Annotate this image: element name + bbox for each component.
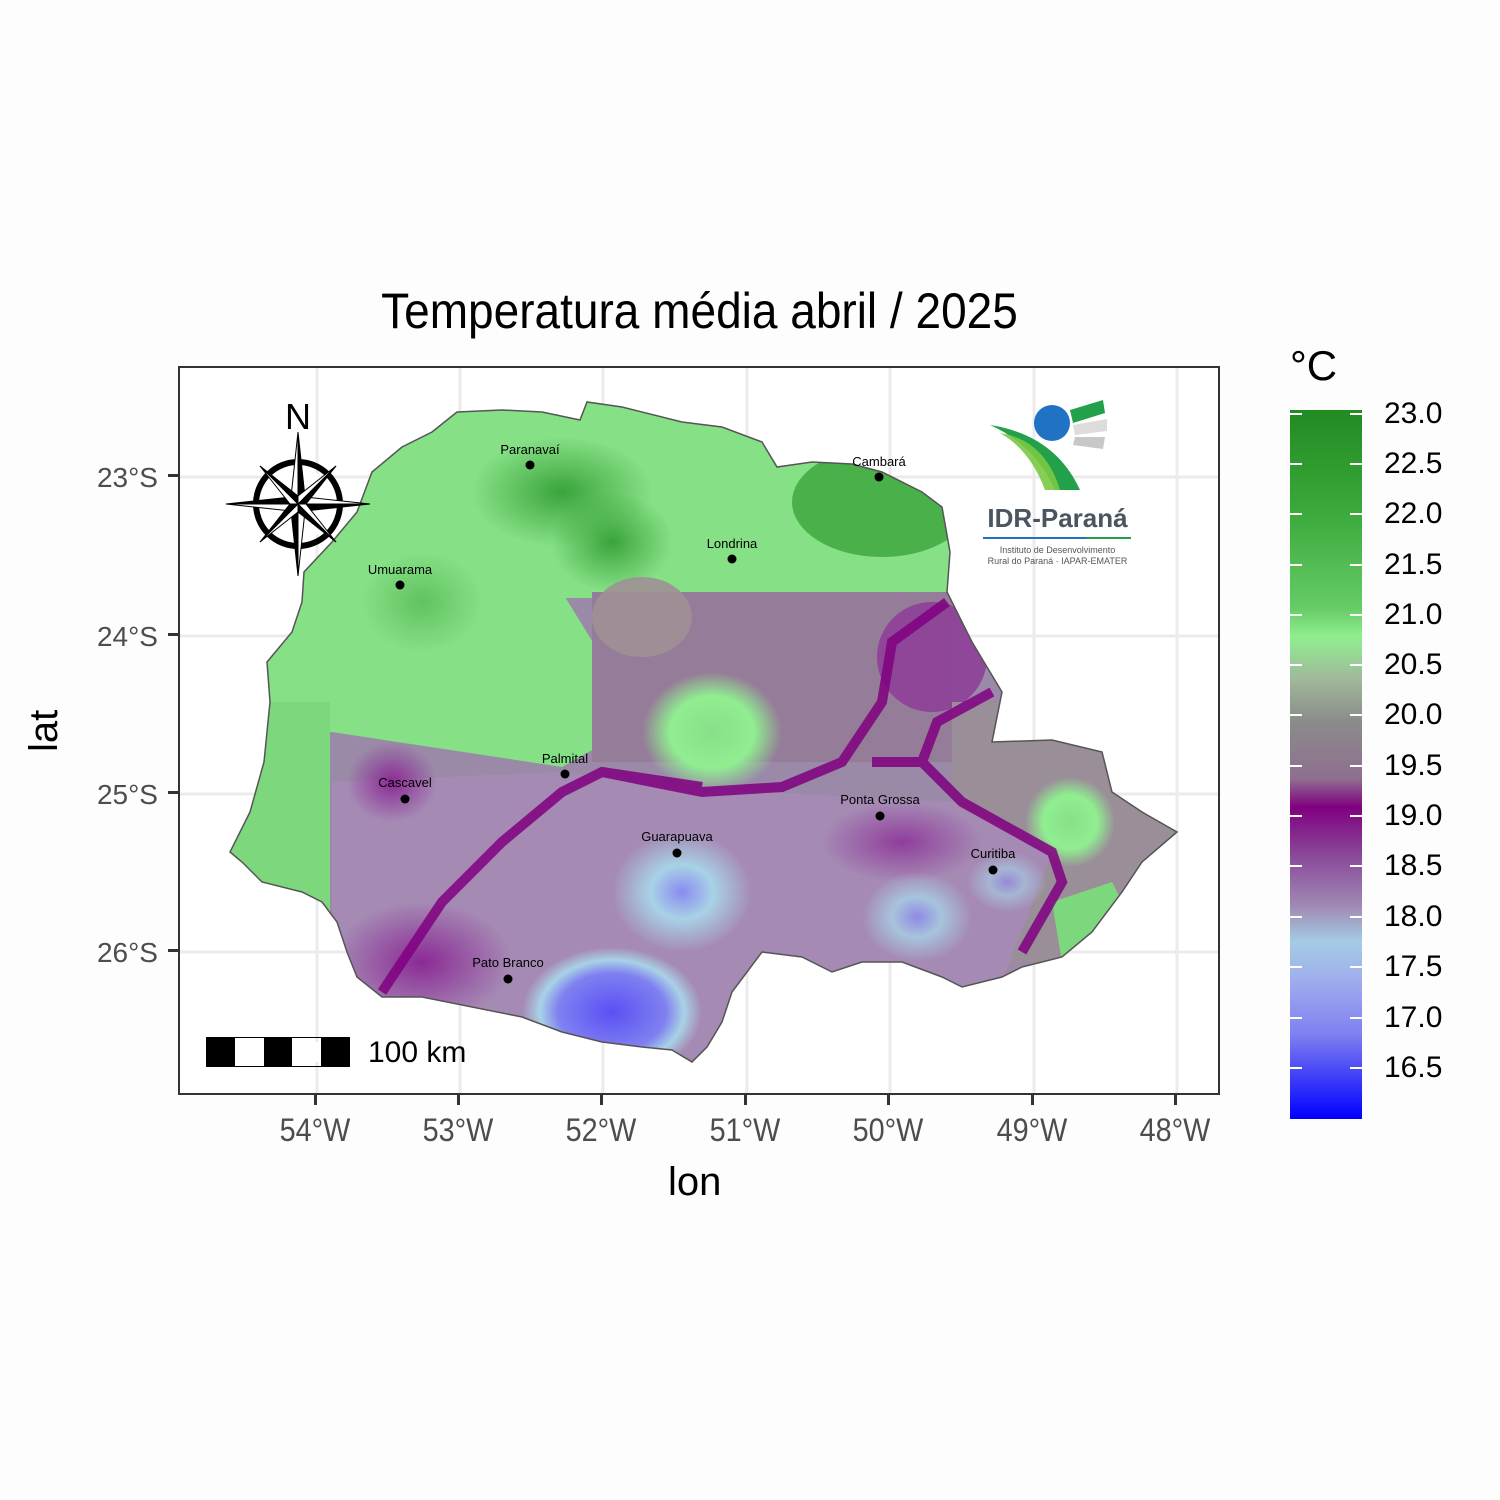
logo-line1: Instituto de Desenvolvimento [999,545,1116,555]
map-svg: Paranavaí Cambará Londrina Umuarama Palm… [180,368,1218,1093]
logo-divider [983,537,1131,539]
state-border [229,401,1179,1063]
legend-label: 18.5 [1384,849,1443,882]
svg-text:Cascavel: Cascavel [378,775,432,790]
x-tick-51w: 51°W [709,1112,781,1148]
legend-label: 17.0 [1384,1001,1443,1034]
legend-title: °C [1290,342,1338,389]
svg-text:Cambará: Cambará [852,454,906,469]
x-axis-label: lon [668,1160,722,1204]
legend-label: 20.0 [1384,698,1443,731]
svg-text:Paranavaí: Paranavaí [500,442,560,457]
svg-text:Umuarama: Umuarama [368,562,433,577]
x-tick-mark [457,1095,460,1105]
legend-label: 19.0 [1384,799,1443,832]
x-tick-49w: 49°W [996,1112,1068,1148]
scale-bar-label: 100 km [368,1036,467,1069]
x-tick-mark [744,1095,747,1105]
city-guarapuava: Guarapuava [641,829,714,858]
x-tick-50w: 50°W [852,1112,924,1148]
legend-label: 17.5 [1384,950,1443,983]
city-pato-branco: Pato Branco [472,955,544,984]
y-tick-mark [168,791,178,794]
city-londrina: Londrina [707,536,758,564]
legend-label: 22.0 [1384,497,1443,530]
y-tick-23s: 23°S [96,462,158,493]
svg-text:Curitiba: Curitiba [971,846,1017,861]
x-tick-mark [600,1095,603,1105]
city-ponta-grossa: Ponta Grossa [840,792,921,821]
legend-colorbar [1290,410,1362,1119]
legend-label: 23.0 [1384,397,1443,430]
idr-parana-logo: IDR-Paraná Instituto de Desenvolvimento … [975,395,1140,575]
logo-mark-icon [990,400,1107,490]
city-cambara: Cambará [852,454,907,482]
svg-text:Londrina: Londrina [707,536,758,551]
logo-title: IDR-Paraná [987,503,1128,533]
y-tick-26s: 26°S [96,937,158,968]
compass-rose-icon: N [225,396,371,577]
city-markers: Paranavaí Cambará Londrina Umuarama Palm… [368,442,1016,984]
svg-text:Ponta Grossa: Ponta Grossa [840,792,920,807]
city-paranavai: Paranavaí [500,442,560,470]
city-palmital: Palmital [542,751,588,779]
legend-label: 20.5 [1384,648,1443,681]
city-umuarama: Umuarama [368,562,433,590]
city-curitiba: Curitiba [971,846,1017,875]
scale-bar [206,1037,350,1067]
y-tick-25s: 25°S [96,779,158,810]
legend-label: 16.5 [1384,1051,1443,1084]
x-tick-mark [887,1095,890,1105]
y-axis-label: lat [22,709,66,752]
chart-title: Temperatura média abril / 2025 [381,283,1018,339]
legend-label: 19.5 [1384,749,1443,782]
legend-label: 21.5 [1384,548,1443,581]
x-tick-52w: 52°W [565,1112,637,1148]
x-tick-53w: 53°W [422,1112,494,1148]
y-tick-mark [168,633,178,636]
logo-line2: Rural do Paraná · IAPAR-EMATER [987,556,1128,566]
legend-label: 22.5 [1384,447,1443,480]
svg-text:N: N [285,396,311,437]
x-tick-mark [314,1095,317,1105]
x-tick-54w: 54°W [279,1112,351,1148]
svg-text:Pato Branco: Pato Branco [472,955,544,970]
x-tick-mark [1174,1095,1177,1105]
legend-label: 21.0 [1384,598,1443,631]
city-cascavel: Cascavel [378,775,432,804]
x-tick-mark [1031,1095,1034,1105]
svg-text:Palmital: Palmital [542,751,588,766]
y-tick-mark [168,474,178,477]
y-tick-24s: 24°S [96,621,158,652]
y-tick-mark [168,949,178,952]
legend-label: 18.0 [1384,900,1443,933]
x-tick-48w: 48°W [1139,1112,1211,1148]
svg-text:Guarapuava: Guarapuava [641,829,713,844]
